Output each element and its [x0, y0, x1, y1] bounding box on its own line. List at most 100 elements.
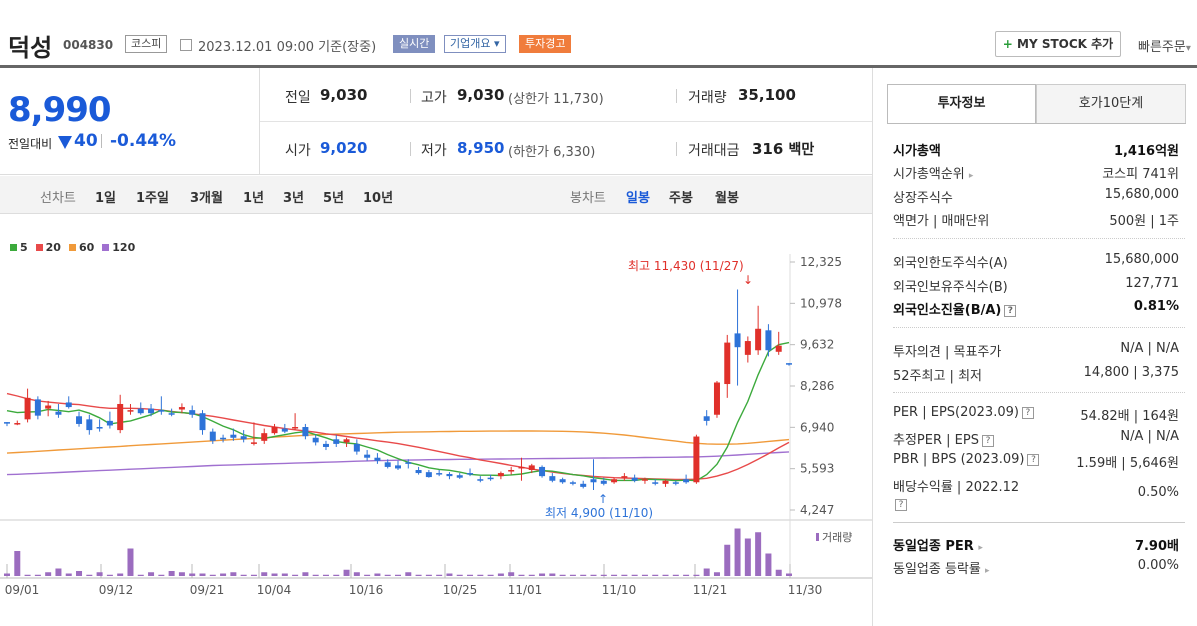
candle [786, 363, 792, 365]
help-icon[interactable]: ? [1004, 305, 1017, 317]
divider [410, 142, 411, 156]
candle-period-0[interactable]: 일봉 [626, 191, 650, 206]
add-my-stock-button[interactable]: + MY STOCK 추가 [995, 31, 1121, 57]
volume-bar [600, 574, 607, 576]
candle [652, 482, 659, 484]
open-value: 9,020 [320, 139, 368, 157]
period-6[interactable]: 10년 [363, 191, 394, 206]
candle-period-2[interactable]: 월봉 [715, 191, 739, 206]
peer-per-link[interactable]: 동일업종 PER ▸ [893, 539, 983, 554]
stats-row-divider [260, 121, 872, 122]
candle [24, 397, 31, 420]
volume-bar [693, 574, 700, 576]
volume-bar [580, 574, 587, 576]
volume-bar [148, 572, 155, 576]
volume-bar [734, 528, 741, 576]
x-tick-label: 09/12 [99, 583, 134, 597]
low-label: 저가 [421, 143, 447, 159]
y-tick-label: 4,247 [800, 503, 834, 517]
section-divider [893, 522, 1185, 523]
help-icon[interactable]: ? [895, 499, 907, 511]
price-chart[interactable]: 12,325 10,978 9,632 8,286 6,940 5,593 4,247 09/… [0, 214, 872, 626]
y-tick-label: 5,593 [800, 462, 834, 476]
header-divider [0, 65, 1197, 68]
divider [676, 89, 677, 103]
volume-value: 35,100 [738, 86, 796, 104]
x-tick-label: 11/21 [693, 583, 728, 597]
dividend-label: 배당수익률 | 2022.12 [893, 480, 1020, 495]
candle [662, 480, 669, 484]
volume-bar [652, 574, 659, 576]
company-overview-dropdown[interactable]: 기업개요 ▾ [444, 35, 506, 53]
candle [312, 437, 319, 443]
candle [230, 434, 237, 438]
volume-bar [34, 574, 41, 576]
tab-investment-info[interactable]: 투자정보 [887, 84, 1036, 124]
peer-rate-link[interactable]: 동일업종 등락률 ▸ [893, 562, 990, 577]
volume-bar [456, 574, 463, 576]
volume-bar [724, 544, 731, 576]
market-cap-rank-link[interactable]: 시가총액순위 ▸ [893, 167, 974, 182]
candle [631, 477, 638, 481]
volume-bar [775, 569, 782, 576]
est-per-label: 추정PER | EPS? [893, 429, 994, 448]
candle [55, 411, 62, 415]
candle [569, 482, 576, 484]
y-tick-label: 8,286 [800, 379, 834, 393]
y-tick-label: 9,632 [800, 338, 834, 352]
help-icon[interactable]: ? [1021, 407, 1034, 419]
candle [641, 479, 648, 481]
investment-warning-badge: 투자경고 [519, 35, 572, 53]
candle [580, 483, 587, 487]
volume-bar [65, 573, 72, 576]
line-chart-label: 선차트 [40, 191, 76, 206]
period-2[interactable]: 3개월 [190, 191, 223, 206]
volume-bar [261, 572, 268, 576]
dividend-help: ? [893, 497, 907, 512]
volume-bar [744, 538, 751, 576]
change-rate: -0.44% [110, 131, 177, 151]
volume-bar [508, 572, 515, 576]
candle-period-1[interactable]: 주봉 [669, 191, 693, 206]
candle [45, 405, 52, 409]
candle [384, 462, 391, 467]
volume-bar [55, 568, 62, 576]
upper-limit: (상한가 11,730) [508, 92, 604, 107]
candle [302, 427, 309, 437]
period-5[interactable]: 5년 [323, 191, 345, 206]
candle [220, 437, 227, 440]
volume-bar [641, 574, 648, 576]
help-icon[interactable]: ? [1027, 454, 1040, 466]
high-value: 9,030 [457, 86, 505, 104]
candle [281, 428, 288, 432]
volume-bar [539, 573, 546, 576]
period-1[interactable]: 1주일 [136, 191, 169, 206]
candle [271, 427, 278, 434]
arrow-right-icon: ▸ [978, 543, 983, 553]
volume-bar [353, 572, 360, 576]
volume-bar [446, 573, 453, 576]
period-4[interactable]: 3년 [283, 191, 305, 206]
candle [724, 342, 731, 385]
foreign-holding-value: 127,771 [1125, 276, 1179, 291]
period-3[interactable]: 1년 [243, 191, 265, 206]
candle [734, 333, 741, 348]
candle [106, 420, 113, 426]
quick-order-button[interactable]: 빠른주문▾ [1138, 40, 1191, 55]
trade-amount-label: 거래대금 [688, 143, 740, 159]
volume-bar [137, 574, 144, 576]
period-0[interactable]: 1일 [95, 191, 117, 206]
help-icon[interactable]: ? [981, 435, 994, 447]
volume-bar [189, 573, 196, 576]
change-value: 40 [74, 131, 98, 151]
52week-label: 52주최고 | 최저 [893, 369, 982, 384]
tab-order-book[interactable]: 호가10단계 [1036, 84, 1186, 124]
candle [14, 423, 21, 425]
realtime-button[interactable]: 실시간 [393, 35, 436, 53]
candle [86, 419, 93, 431]
y-tick-label: 10,978 [800, 296, 842, 310]
per-value: 54.82배 | 164원 [1080, 409, 1179, 424]
candle [199, 413, 206, 431]
candle [436, 473, 443, 475]
volume-bar [312, 574, 319, 576]
